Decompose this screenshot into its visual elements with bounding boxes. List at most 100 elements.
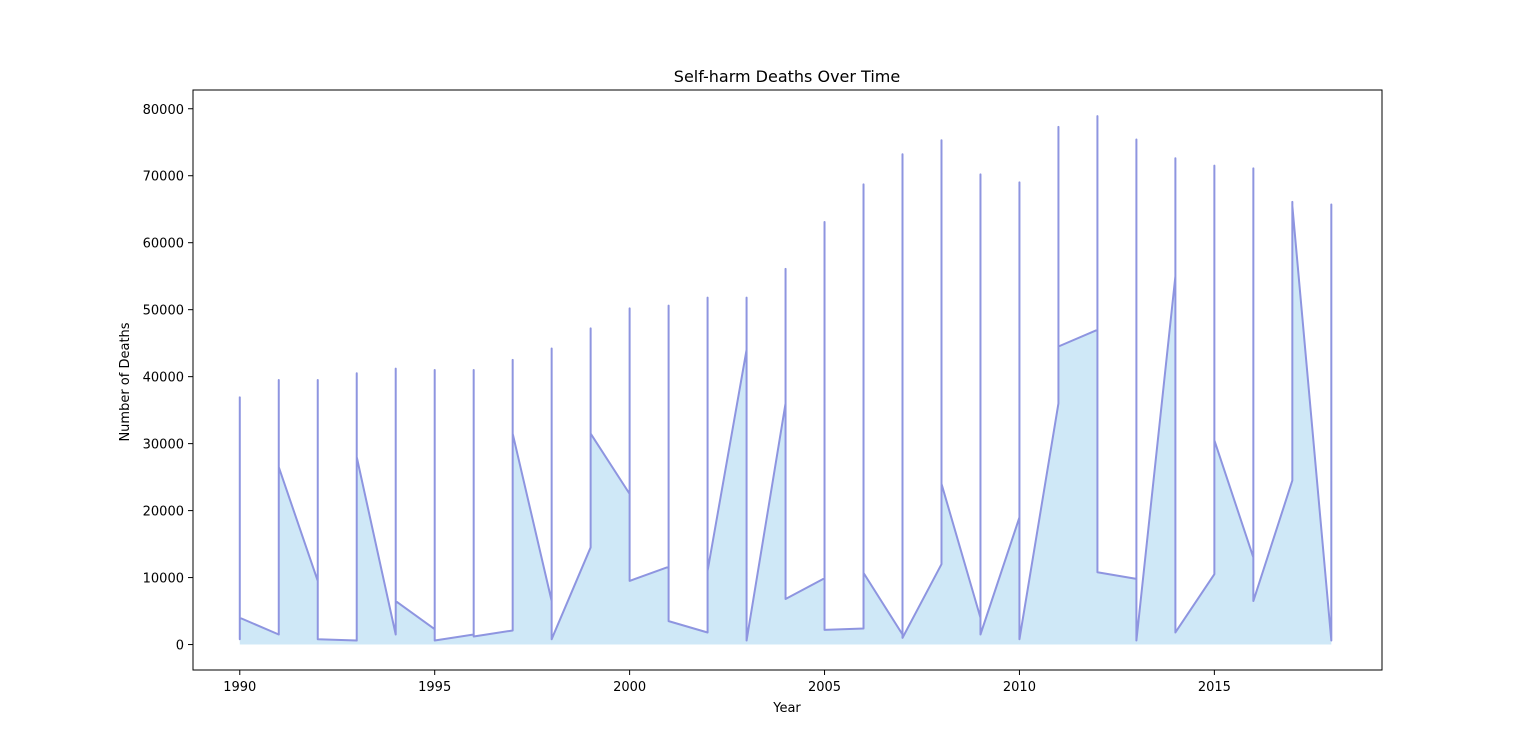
x-tick-label: 1995 xyxy=(418,680,451,695)
data-point xyxy=(863,183,865,185)
axes: 1990 1995 2000 2005 2010 2015 0 10000 20000 30000… xyxy=(143,89,1383,695)
data-point xyxy=(979,617,981,619)
data-point xyxy=(1213,439,1215,441)
data-point xyxy=(940,139,942,141)
data-point xyxy=(1252,600,1254,602)
data-point xyxy=(590,546,592,548)
data-point xyxy=(1174,631,1176,633)
data-point xyxy=(940,483,942,485)
data-point xyxy=(551,348,553,350)
data-point xyxy=(1057,402,1059,404)
data-point xyxy=(1213,165,1215,167)
data-point xyxy=(785,402,787,404)
data-point xyxy=(434,369,436,371)
data-point xyxy=(707,631,709,633)
data-point xyxy=(395,600,397,602)
data-point xyxy=(473,634,475,636)
data-point xyxy=(785,268,787,270)
data-point xyxy=(902,153,904,155)
plot-area xyxy=(238,115,1333,645)
x-tick-label: 2000 xyxy=(613,680,646,695)
data-point xyxy=(668,305,670,307)
data-point xyxy=(1135,139,1137,141)
data-point xyxy=(317,638,319,640)
data-point xyxy=(1174,275,1176,277)
y-tick-label: 20000 xyxy=(143,505,184,520)
data-point xyxy=(590,327,592,329)
data-point xyxy=(1057,126,1059,128)
data-point xyxy=(1057,346,1059,348)
chart-title: Self-harm Deaths Over Time xyxy=(674,67,900,86)
data-point xyxy=(356,640,358,642)
data-point xyxy=(824,629,826,631)
data-point xyxy=(1252,167,1254,169)
data-point xyxy=(512,629,514,631)
data-point xyxy=(239,617,241,619)
data-point xyxy=(629,307,631,309)
data-point xyxy=(1291,205,1293,207)
x-axis-title: Year xyxy=(772,701,801,716)
y-tick-label: 70000 xyxy=(143,170,184,185)
data-point xyxy=(278,379,280,381)
data-point xyxy=(239,638,241,640)
y-tick-label: 50000 xyxy=(143,304,184,319)
y-tick-label: 40000 xyxy=(143,371,184,386)
data-point xyxy=(1330,204,1332,206)
data-point xyxy=(1096,329,1098,331)
data-point xyxy=(1330,640,1332,642)
data-point xyxy=(668,566,670,568)
data-point xyxy=(629,493,631,495)
data-point xyxy=(707,570,709,572)
data-point xyxy=(1213,573,1215,575)
data-point xyxy=(1018,181,1020,183)
y-tick-label: 80000 xyxy=(143,103,184,118)
y-tick-label: 10000 xyxy=(143,572,184,587)
data-point xyxy=(395,634,397,636)
data-point xyxy=(356,456,358,458)
data-point xyxy=(551,600,553,602)
x-tick-label: 2005 xyxy=(808,680,841,695)
data-point xyxy=(1135,578,1137,580)
data-point xyxy=(434,628,436,630)
data-point xyxy=(512,359,514,361)
data-point xyxy=(473,369,475,371)
data-point xyxy=(278,466,280,468)
data-point xyxy=(1252,556,1254,558)
data-point xyxy=(1096,571,1098,573)
data-point xyxy=(317,580,319,582)
data-point xyxy=(629,580,631,582)
y-tick-label: 60000 xyxy=(143,237,184,252)
data-point xyxy=(317,379,319,381)
data-point xyxy=(824,577,826,579)
data-point xyxy=(863,627,865,629)
data-point xyxy=(512,433,514,435)
y-axis-title: Number of Deaths xyxy=(118,322,133,441)
data-point xyxy=(746,297,748,299)
data-point xyxy=(746,640,748,642)
x-tick-label: 2010 xyxy=(1003,680,1036,695)
data-point xyxy=(278,634,280,636)
y-tick-label: 30000 xyxy=(143,438,184,453)
data-point xyxy=(668,620,670,622)
data-point xyxy=(902,634,904,636)
data-point xyxy=(979,173,981,175)
data-point xyxy=(902,637,904,639)
data-point xyxy=(395,368,397,370)
data-point xyxy=(940,563,942,565)
data-point xyxy=(1291,201,1293,203)
x-tick-label: 2015 xyxy=(1198,680,1231,695)
data-point xyxy=(473,636,475,638)
data-point xyxy=(824,221,826,223)
data-point xyxy=(590,433,592,435)
data-point xyxy=(863,572,865,574)
axes-frame xyxy=(192,89,1383,671)
data-point xyxy=(551,638,553,640)
y-tick-label: 0 xyxy=(176,639,184,654)
data-point xyxy=(1096,115,1098,117)
data-point xyxy=(434,640,436,642)
data-point xyxy=(746,349,748,351)
data-point xyxy=(1174,157,1176,159)
data-point xyxy=(239,396,241,398)
data-point xyxy=(979,634,981,636)
